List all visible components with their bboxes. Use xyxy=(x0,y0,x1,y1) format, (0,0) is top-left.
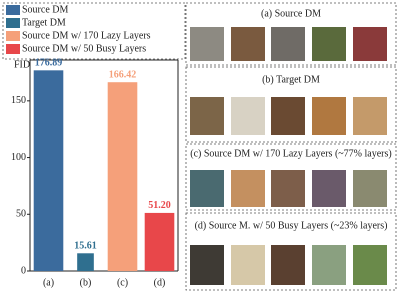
value-label: 15.61 xyxy=(74,241,97,252)
image-row xyxy=(190,245,387,285)
y-tick-label: 0 xyxy=(21,265,26,276)
image-row xyxy=(190,97,387,135)
legend-label: Target DM xyxy=(22,17,66,28)
y-axis-label: FID xyxy=(14,59,30,70)
x-tick-label: (a) xyxy=(43,277,54,288)
thumbnail xyxy=(190,170,224,207)
bar xyxy=(77,253,94,271)
legend-swatch xyxy=(6,18,20,28)
legend-label: Source DM w/ 50 Busy Layers xyxy=(22,43,146,54)
bar xyxy=(144,212,175,271)
panel-title: (b) Target DM xyxy=(262,74,320,85)
panel-title: (d) Source M. w/ 50 Busy Layers (~23% la… xyxy=(195,220,388,231)
thumbnail xyxy=(312,245,346,285)
panel-title: (c) Source DM w/ 170 Lazy Layers (~77% l… xyxy=(190,148,391,159)
thumbnail xyxy=(271,245,305,285)
thumbnail xyxy=(312,27,346,61)
legend-swatch xyxy=(6,31,20,41)
thumbnail xyxy=(231,97,265,135)
thumbnail xyxy=(353,97,387,135)
legend-swatch xyxy=(6,5,20,15)
value-label: 51.20 xyxy=(148,200,171,211)
value-label: 166.42 xyxy=(109,70,137,81)
thumbnail xyxy=(231,245,265,285)
x-tick-label: (d) xyxy=(154,277,166,288)
value-label: 176.89 xyxy=(35,58,63,69)
thumbnail xyxy=(353,27,387,61)
y-tick-label: 150 xyxy=(11,95,26,106)
panel-box xyxy=(185,2,397,66)
panel-box xyxy=(185,143,397,211)
legend-swatch xyxy=(6,44,20,54)
thumbnail xyxy=(312,97,346,135)
image-row xyxy=(190,27,387,61)
bar xyxy=(107,82,138,271)
thumbnail xyxy=(231,27,265,61)
panel-box xyxy=(185,212,397,291)
thumbnail xyxy=(271,170,305,207)
legend-label: Source DM xyxy=(22,4,68,15)
thumbnail xyxy=(190,27,224,61)
x-tick-label: (c) xyxy=(117,277,128,288)
legend-label: Source DM w/ 170 Lazy Layers xyxy=(22,30,151,41)
thumbnail xyxy=(312,170,346,207)
thumbnail xyxy=(271,97,305,135)
thumbnail xyxy=(231,170,265,207)
thumbnail xyxy=(353,170,387,207)
x-tick-label: (b) xyxy=(80,277,92,288)
bar xyxy=(33,70,64,271)
y-tick-label: 100 xyxy=(11,152,26,163)
panel-box xyxy=(185,66,397,143)
panel-title: (a) Source DM xyxy=(261,8,321,19)
thumbnail xyxy=(190,97,224,135)
legend-box xyxy=(2,2,186,60)
thumbnail xyxy=(190,245,224,285)
image-row xyxy=(190,170,387,207)
thumbnail xyxy=(353,245,387,285)
thumbnail xyxy=(271,27,305,61)
y-tick-label: 50 xyxy=(16,209,26,220)
